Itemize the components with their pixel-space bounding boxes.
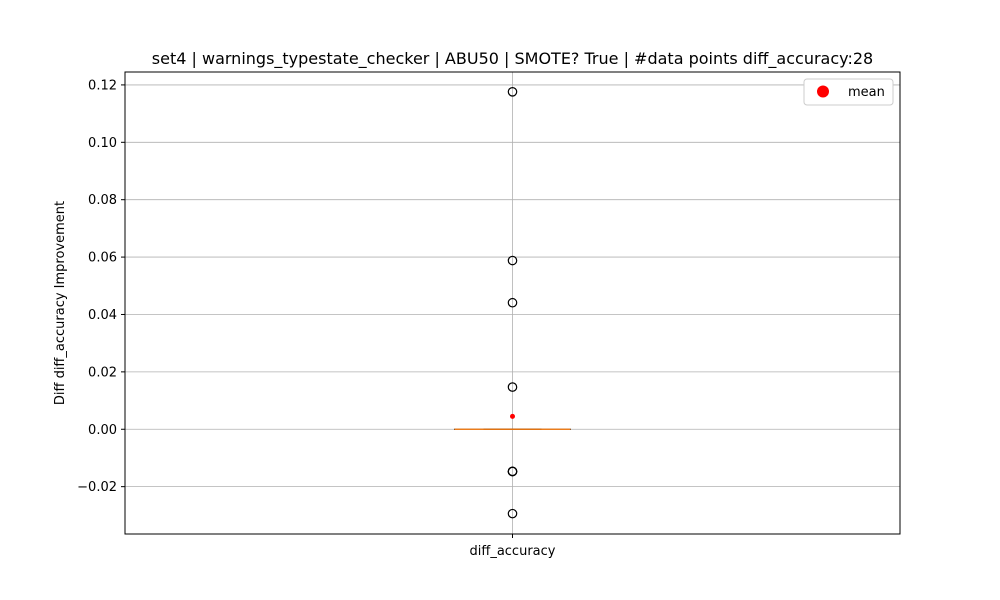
- legend-frame: [803, 78, 894, 106]
- legend: mean: [803, 78, 894, 106]
- outlier-point: [507, 466, 518, 477]
- y-tick-label: 0.08: [88, 193, 117, 208]
- y-tick-label: 0.02: [88, 365, 117, 380]
- legend-mean-label: mean: [848, 85, 885, 100]
- mean-point: [510, 413, 515, 419]
- x-tick-label: diff_accuracy: [470, 544, 556, 559]
- y-tick-label: −0.02: [77, 480, 117, 495]
- y-tick-label: 0.10: [88, 136, 117, 151]
- outlier-point: [507, 87, 518, 97]
- outlier-point: [507, 297, 518, 308]
- y-tick-label: 0.12: [88, 78, 117, 93]
- outlier-point: [507, 382, 518, 392]
- axis-layer: −0.02 0.00 0.02 0.04 0.06 0.08 0.10 0.12 diff_ac…: [77, 78, 556, 559]
- y-tick-label: 0.00: [88, 423, 117, 438]
- chart-title: set4 | warnings_typestate_checker | ABU5…: [152, 49, 873, 69]
- outlier-point: [507, 508, 518, 519]
- y-tick-label: 0.06: [88, 251, 117, 266]
- outlier-point: [507, 255, 518, 266]
- y-axis-label: Diff diff_accuracy Improvement: [53, 201, 68, 405]
- legend-mean-marker: [817, 85, 829, 98]
- data-layer: [454, 87, 571, 519]
- y-tick-label: 0.04: [88, 308, 117, 323]
